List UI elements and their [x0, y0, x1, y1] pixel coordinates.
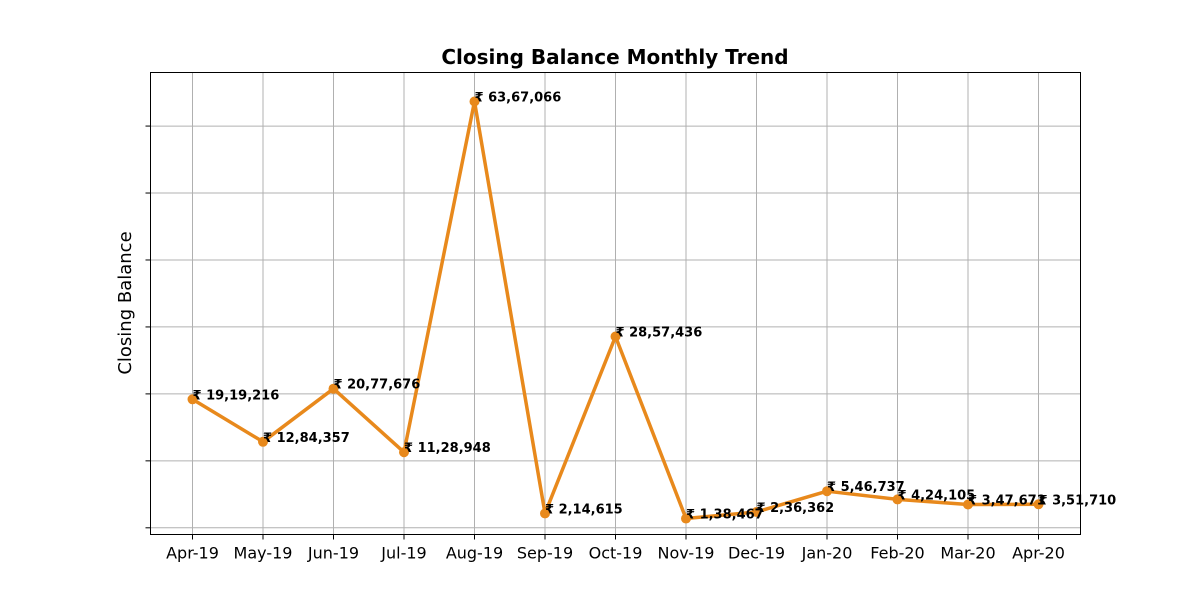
- data-label: ₹ 4,24,105: [898, 488, 976, 503]
- data-point: [1033, 499, 1044, 510]
- data-point: [187, 394, 198, 405]
- data-point: [328, 383, 339, 394]
- data-label: ₹ 5,46,737: [827, 480, 905, 495]
- x-tick-label: Jun-19: [307, 544, 359, 563]
- data-label: ₹ 20,77,676: [334, 378, 421, 393]
- data-point: [751, 506, 762, 517]
- grid: [150, 72, 1081, 535]
- x-tick-label: Aug-19: [446, 544, 503, 563]
- x-tick-label: Dec-19: [728, 544, 785, 563]
- data-point: [469, 96, 480, 107]
- x-tick-label: Nov-19: [658, 544, 715, 563]
- data-label: ₹ 11,28,948: [404, 441, 491, 456]
- data-point: [822, 486, 832, 497]
- data-point: [258, 436, 268, 447]
- x-tick-label: Oct-19: [589, 544, 643, 563]
- series-group: [187, 96, 1044, 524]
- x-tick-label: Mar-20: [940, 544, 995, 563]
- y-axis-ticks: [145, 125, 151, 529]
- data-label: ₹ 28,57,436: [616, 325, 703, 340]
- y-axis-label: Closing Balance: [115, 231, 136, 374]
- data-point: [963, 499, 973, 510]
- data-label: ₹ 63,67,066: [475, 90, 562, 105]
- data-label: ₹ 19,19,216: [193, 388, 280, 403]
- data-point: [681, 513, 691, 524]
- x-tick-label: Feb-20: [870, 544, 924, 563]
- data-label: ₹ 2,14,615: [545, 502, 623, 517]
- data-label: ₹ 3,51,710: [1039, 493, 1117, 508]
- data-labels-group: ₹ 19,19,216 ₹ 12,84,357 ₹ 20,77,676 ₹ 11,28…: [193, 90, 1117, 522]
- data-label: ₹ 2,36,362: [757, 501, 835, 516]
- data-point: [540, 508, 550, 519]
- x-tick-label: Jan-20: [801, 544, 853, 563]
- chart-title: Closing Balance Monthly Trend: [441, 45, 788, 69]
- data-label: ₹ 3,47,671: [968, 494, 1046, 509]
- x-tick-label: Apr-19: [166, 544, 219, 563]
- data-label: ₹ 12,84,357: [263, 431, 350, 446]
- data-point: [399, 447, 409, 458]
- x-tick-label: Sep-19: [517, 544, 573, 563]
- x-tick-label: Jul-19: [380, 544, 426, 563]
- data-point: [610, 331, 621, 342]
- data-point: [892, 494, 903, 505]
- x-tick-label: May-19: [234, 544, 293, 563]
- x-axis-ticks: Apr-19 May-19 Jun-19 Jul-19 Aug-19 Sep-19 Oct-…: [166, 534, 1065, 563]
- x-tick-label: Apr-20: [1012, 544, 1065, 563]
- data-label: ₹ 1,38,467: [686, 508, 764, 523]
